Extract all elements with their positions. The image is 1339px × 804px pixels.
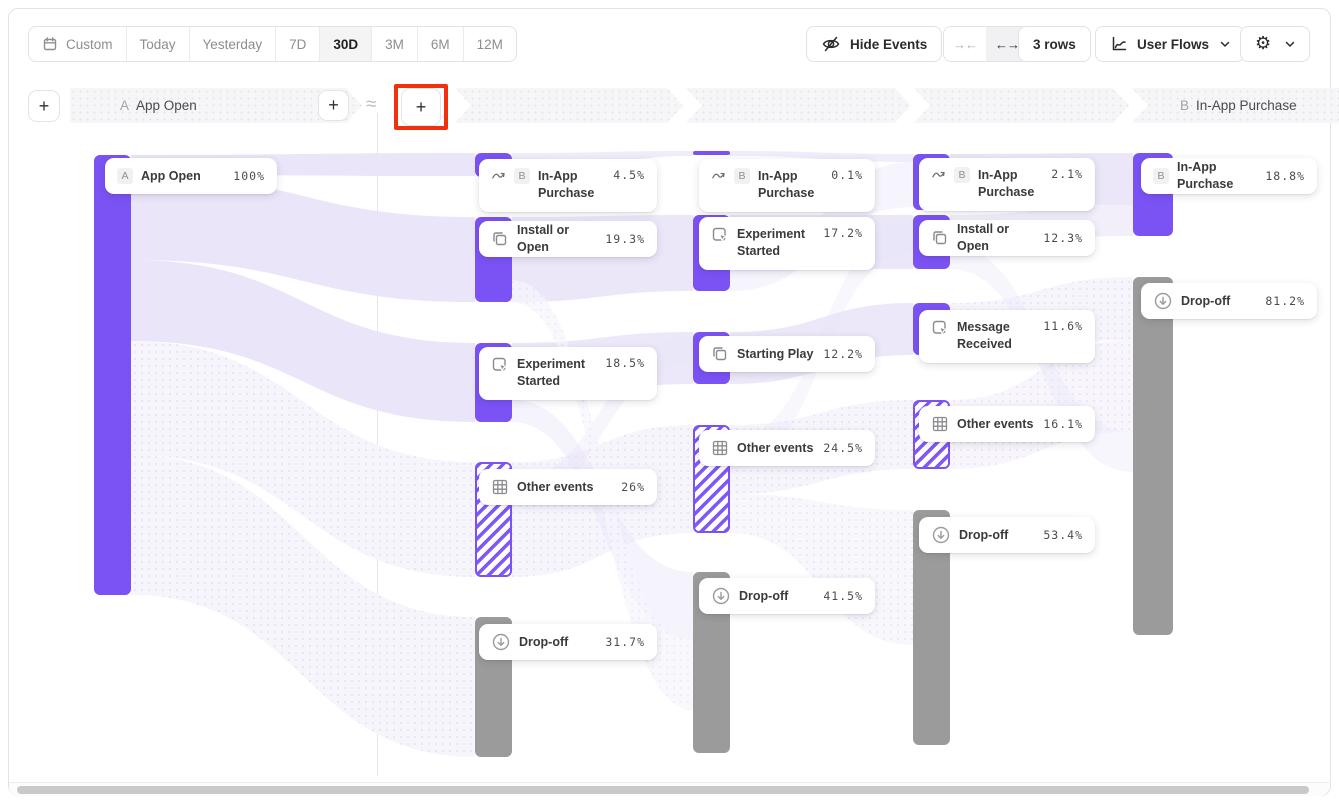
trend-arrow-icon xyxy=(491,168,506,183)
eye-off-icon xyxy=(821,34,841,54)
node-card-s3-in-app-purchase[interactable]: B In-App Purchase 0.1% xyxy=(699,159,875,212)
badge-b: B xyxy=(954,167,970,183)
node-card-s2-in-app-purchase[interactable]: B In-App Purchase 4.5% xyxy=(479,159,657,212)
badge-b: B xyxy=(734,168,750,184)
horizontal-scrollbar-track xyxy=(9,782,1329,796)
date-range-30d[interactable]: 30D xyxy=(319,27,372,61)
node-card-s3-experiment-started[interactable]: Experiment Started 17.2% xyxy=(699,217,875,270)
date-range-12m[interactable]: 12M xyxy=(462,27,516,61)
node-card-s2-drop-off[interactable]: Drop-off 31.7% xyxy=(479,624,657,660)
drop-off-icon xyxy=(931,525,951,545)
drop-off-icon xyxy=(711,586,731,606)
hide-events-button[interactable]: Hide Events xyxy=(806,26,943,62)
section-divider xyxy=(377,113,378,776)
approx-steps-indicator: ≈ xyxy=(366,94,377,115)
node-card-s2-install-or-open[interactable]: Install or Open 19.3% xyxy=(479,221,657,257)
calendar-icon xyxy=(42,36,58,52)
date-range-selector: Custom Today Yesterday 7D 30D 3M 6M 12M xyxy=(28,26,517,62)
bar-s5-drop-off[interactable] xyxy=(1133,277,1173,635)
click-icon xyxy=(711,226,729,244)
node-card-s5-drop-off[interactable]: Drop-off 81.2% xyxy=(1141,283,1317,319)
badge-b: B xyxy=(514,168,530,184)
date-range-custom[interactable]: Custom xyxy=(29,27,126,61)
badge-a: A xyxy=(117,168,133,184)
flow-chart-icon xyxy=(1110,35,1128,53)
drop-off-icon xyxy=(491,632,511,652)
bar-s3-in-app-purchase[interactable] xyxy=(693,151,730,155)
add-step-before-a-button[interactable]: + xyxy=(28,90,60,122)
node-card-s2-experiment-started[interactable]: Experiment Started 18.5% xyxy=(479,347,657,400)
step-b-badge: B xyxy=(1180,98,1190,113)
horizontal-scrollbar-thumb[interactable] xyxy=(17,786,1309,794)
bar-app-open[interactable] xyxy=(94,155,131,595)
node-card-s3-other-events[interactable]: Other events 24.5% xyxy=(699,430,875,466)
drop-off-icon xyxy=(1153,291,1173,311)
node-card-app-open[interactable]: A App Open 100% xyxy=(105,158,277,194)
gear-icon: ⚙ xyxy=(1255,33,1272,54)
collapse-columns-button[interactable]: →← xyxy=(953,36,978,52)
grid-icon xyxy=(931,415,949,433)
settings-dropdown[interactable]: ⚙ xyxy=(1240,26,1311,62)
add-step-mid-button[interactable]: + xyxy=(401,88,441,126)
click-icon xyxy=(931,319,949,337)
step-header-3[interactable] xyxy=(686,88,911,123)
trend-arrow-icon xyxy=(931,167,946,182)
grid-icon xyxy=(491,478,509,496)
node-card-s4-in-app-purchase[interactable]: B In-App Purchase 2.1% xyxy=(919,158,1095,211)
copy-icon xyxy=(931,229,949,247)
date-range-today[interactable]: Today xyxy=(125,27,189,61)
step-b-label: In-App Purchase xyxy=(1196,98,1297,113)
step-header-app-open[interactable]: A App Open xyxy=(70,88,362,123)
date-range-6m[interactable]: 6M xyxy=(416,27,463,61)
view-type-dropdown[interactable]: User Flows xyxy=(1095,26,1246,62)
highlight-annotation xyxy=(394,84,448,130)
node-card-s5-in-app-purchase[interactable]: B In-App Purchase 18.8% xyxy=(1141,158,1317,194)
node-card-s2-other-events[interactable]: Other events 26% xyxy=(479,469,657,505)
rows-button[interactable]: 3 rows xyxy=(1018,26,1091,62)
step-a-badge: A xyxy=(120,98,130,113)
copy-icon xyxy=(491,230,509,248)
trend-arrow-icon xyxy=(711,168,726,183)
add-step-after-a-button[interactable]: + xyxy=(318,90,349,121)
node-card-s4-message-received[interactable]: Message Received 11.6% xyxy=(919,310,1095,363)
step-header-2[interactable] xyxy=(455,88,683,123)
node-card-s3-starting-play[interactable]: Starting Play 12.2% xyxy=(699,336,875,372)
date-range-7d[interactable]: 7D xyxy=(275,27,319,61)
click-icon xyxy=(491,356,509,374)
date-range-yesterday[interactable]: Yesterday xyxy=(188,27,276,61)
step-a-label: App Open xyxy=(136,98,197,113)
node-card-s4-install-or-open[interactable]: Install or Open 12.3% xyxy=(919,220,1095,256)
chevron-down-icon xyxy=(1285,41,1295,48)
step-header-4[interactable] xyxy=(914,88,1129,123)
badge-b: B xyxy=(1153,168,1169,184)
node-card-s3-drop-off[interactable]: Drop-off 41.5% xyxy=(699,578,875,614)
date-range-3m[interactable]: 3M xyxy=(371,27,417,61)
node-card-s4-drop-off[interactable]: Drop-off 53.4% xyxy=(919,517,1095,553)
copy-icon xyxy=(711,345,729,363)
grid-icon xyxy=(711,439,729,457)
node-card-s4-other-events[interactable]: Other events 16.1% xyxy=(919,406,1095,442)
chevron-down-icon xyxy=(1220,41,1230,48)
step-header-in-app-purchase[interactable]: B In-App Purchase xyxy=(1132,88,1339,123)
